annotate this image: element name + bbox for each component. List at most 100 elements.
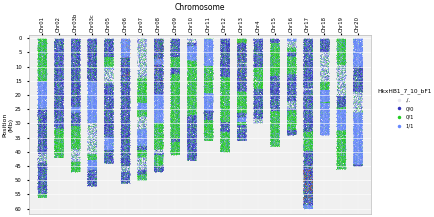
Point	[105, 92, 112, 96]
Point	[258, 91, 265, 94]
Point	[54, 138, 61, 141]
Point	[117, 59, 124, 62]
Point	[141, 153, 148, 156]
Point	[118, 78, 125, 82]
Point	[109, 46, 116, 49]
Point	[140, 119, 147, 123]
Point	[238, 46, 245, 49]
Point	[188, 131, 195, 135]
Point	[236, 97, 243, 100]
Point	[274, 122, 281, 125]
Point	[73, 61, 80, 64]
Point	[240, 61, 247, 65]
Point	[335, 147, 342, 150]
Point	[233, 79, 240, 82]
Point	[354, 160, 361, 164]
Point	[206, 119, 213, 123]
Point	[59, 86, 66, 90]
Point	[134, 152, 141, 155]
Point	[325, 132, 332, 135]
Point	[304, 150, 311, 154]
Point	[168, 83, 175, 86]
Point	[336, 146, 343, 150]
Point	[305, 150, 312, 154]
Point	[74, 155, 81, 158]
Point	[220, 63, 227, 66]
Point	[75, 123, 82, 127]
Point	[190, 106, 197, 110]
Point	[124, 99, 131, 103]
Point	[137, 67, 144, 71]
Point	[125, 133, 132, 136]
Point	[336, 122, 343, 125]
Point	[356, 64, 363, 68]
Point	[87, 105, 94, 109]
Point	[342, 102, 349, 106]
Point	[137, 172, 144, 175]
Point	[87, 176, 94, 179]
Point	[153, 43, 160, 46]
Point	[56, 74, 63, 77]
Point	[36, 145, 43, 149]
Point	[135, 120, 142, 124]
Point	[270, 102, 276, 106]
Point	[43, 49, 49, 53]
Point	[284, 97, 291, 100]
Point	[303, 171, 310, 174]
Point	[221, 122, 228, 126]
Point	[358, 48, 365, 51]
Point	[89, 96, 96, 99]
Point	[338, 99, 345, 103]
Point	[237, 93, 244, 96]
Point	[57, 40, 64, 43]
Point	[138, 90, 145, 94]
Point	[74, 94, 81, 97]
Point	[251, 39, 258, 42]
Point	[290, 96, 297, 99]
Point	[305, 72, 312, 76]
Point	[67, 133, 74, 136]
Point	[184, 143, 191, 146]
Point	[173, 142, 180, 145]
Point	[140, 170, 147, 173]
Point	[322, 52, 329, 56]
Point	[103, 153, 110, 157]
Point	[316, 126, 323, 130]
Point	[86, 158, 93, 161]
Point	[102, 70, 109, 74]
Point	[168, 73, 174, 76]
Point	[158, 146, 164, 150]
Point	[155, 67, 161, 71]
Point	[102, 49, 109, 53]
Point	[320, 78, 327, 82]
Point	[190, 56, 197, 59]
Point	[202, 127, 209, 130]
Point	[141, 44, 148, 48]
Point	[341, 84, 348, 87]
Point	[237, 69, 243, 72]
Point	[155, 43, 161, 46]
Point	[125, 114, 132, 117]
Point	[340, 132, 347, 135]
Point	[39, 48, 46, 51]
Point	[121, 51, 128, 55]
Point	[168, 138, 175, 142]
Point	[72, 87, 79, 90]
Point	[57, 136, 64, 139]
Point	[205, 122, 212, 125]
Point	[237, 114, 243, 117]
Point	[88, 165, 95, 169]
Point	[121, 178, 128, 181]
Point	[218, 115, 225, 119]
Point	[137, 120, 144, 124]
Point	[93, 60, 100, 64]
Point	[92, 124, 99, 128]
Point	[92, 135, 99, 139]
Point	[186, 95, 193, 99]
Point	[86, 105, 93, 108]
Point	[223, 100, 230, 104]
Point	[220, 46, 227, 50]
Point	[120, 148, 127, 151]
Point	[335, 118, 342, 122]
Point	[56, 132, 63, 135]
